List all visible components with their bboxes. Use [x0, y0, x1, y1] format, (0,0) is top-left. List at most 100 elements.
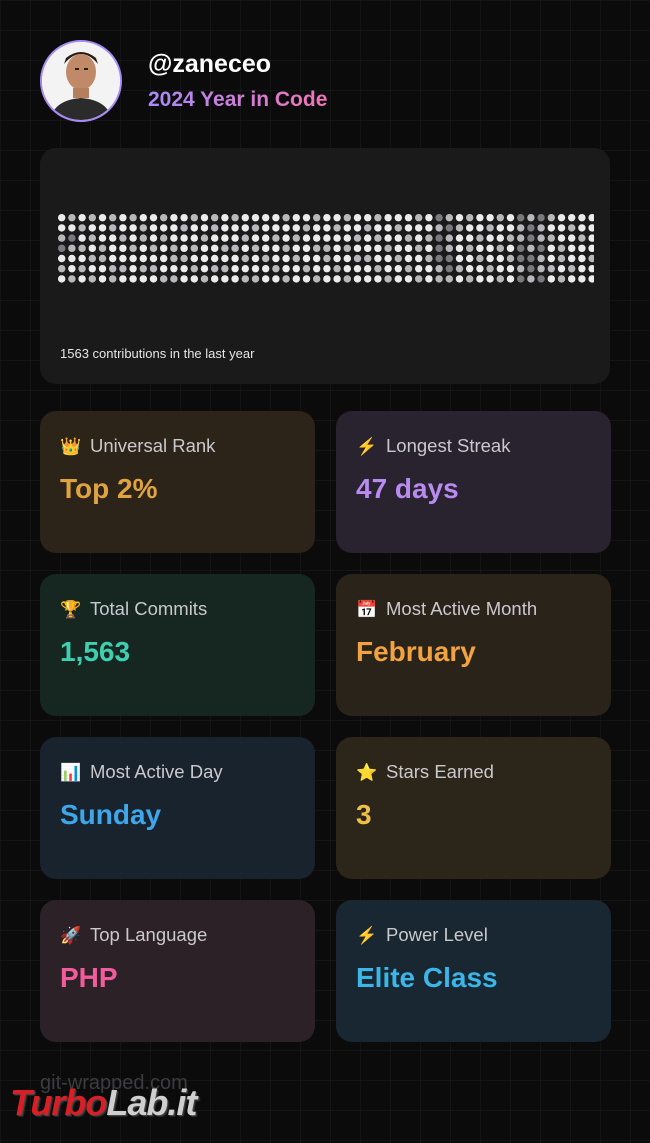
contribution-day: [282, 234, 290, 242]
contribution-day: [517, 224, 525, 232]
contribution-day: [139, 265, 147, 273]
contribution-day: [160, 214, 168, 222]
contribution-day: [119, 275, 127, 283]
contribution-day: [537, 265, 545, 273]
contribution-day: [190, 254, 198, 263]
contribution-day: [333, 224, 341, 232]
contribution-day: [129, 214, 137, 222]
contribution-day: [547, 244, 555, 252]
contribution-day: [211, 265, 219, 273]
contribution-day: [496, 244, 504, 252]
contribution-day: [313, 275, 321, 283]
stat-card-top-language: 🚀 Top Language PHP: [40, 900, 315, 1042]
calendar-icon: 📅: [356, 599, 378, 619]
contribution-day: [476, 214, 484, 222]
contribution-day: [557, 224, 566, 232]
contribution-day: [455, 234, 464, 242]
contribution-day: [98, 265, 107, 273]
contribution-day: [282, 244, 290, 252]
contribution-day: [557, 214, 566, 222]
contribution-day: [445, 224, 453, 232]
contribution-day: [578, 214, 586, 222]
trophy-icon: 🏆: [60, 599, 82, 619]
contribution-day: [394, 254, 402, 263]
contribution-day: [313, 234, 321, 242]
contribution-day: [190, 244, 198, 252]
contribution-day: [476, 275, 484, 283]
contribution-day: [231, 275, 239, 283]
contribution-day: [435, 254, 443, 263]
contribution-day: [527, 214, 535, 222]
contribution-day: [241, 234, 249, 242]
contribution-day: [221, 275, 229, 283]
contribution-day: [200, 224, 209, 232]
contribution-day: [180, 244, 188, 252]
stat-card-most-active-month: 📅 Most Active Month February: [336, 574, 611, 716]
contribution-day: [98, 254, 107, 263]
contribution-day: [282, 214, 290, 222]
contribution-day: [343, 275, 351, 283]
contribution-day: [364, 254, 372, 263]
footer-site-link[interactable]: git-wrapped.com: [40, 1072, 188, 1094]
contribution-day: [578, 234, 586, 242]
contribution-day: [374, 234, 382, 242]
contribution-day: [425, 224, 433, 232]
contribution-day: [262, 234, 270, 242]
contribution-day: [313, 265, 321, 273]
contribution-day: [333, 214, 341, 222]
stat-label: Most Active Month: [386, 598, 538, 619]
contribution-day: [78, 254, 86, 263]
contribution-day: [58, 265, 66, 273]
contribution-day: [486, 254, 494, 263]
contribution-day: [364, 275, 372, 283]
contribution-day: [119, 214, 127, 222]
contribution-day: [129, 265, 137, 273]
contribution-day: [302, 214, 311, 222]
username: @zaneceo: [148, 50, 272, 78]
stat-label: Top Language: [90, 924, 208, 945]
contribution-day: [578, 244, 586, 252]
contribution-day: [109, 224, 117, 232]
contribution-day: [415, 234, 423, 242]
contribution-day: [323, 224, 331, 232]
contribution-day: [588, 265, 594, 273]
contribution-day: [129, 254, 137, 263]
contribution-day: [98, 214, 107, 222]
contribution-day: [374, 244, 382, 252]
contribution-day: [557, 275, 566, 283]
contribution-day: [190, 214, 198, 222]
contribution-day: [282, 254, 290, 263]
contribution-day: [231, 254, 239, 263]
contribution-day: [384, 224, 392, 232]
contribution-day: [578, 275, 586, 283]
contribution-day: [476, 265, 484, 273]
contribution-day: [88, 265, 96, 273]
contribution-day: [180, 224, 188, 232]
contribution-day: [588, 275, 594, 283]
contribution-day: [496, 234, 504, 242]
lightning-icon: ⚡: [356, 436, 378, 456]
stat-label: Stars Earned: [386, 761, 494, 782]
contribution-day: [211, 214, 219, 222]
contribution-day: [88, 234, 96, 242]
contribution-day: [139, 214, 147, 222]
stat-label: Total Commits: [90, 598, 208, 619]
contribution-day: [109, 275, 117, 283]
contribution-day: [160, 254, 168, 263]
contribution-day: [537, 234, 545, 242]
contribution-day: [170, 244, 178, 252]
contribution-day: [98, 234, 107, 242]
contribution-day: [149, 254, 158, 263]
contribution-day: [313, 214, 321, 222]
contribution-day: [527, 234, 535, 242]
contribution-day: [251, 275, 260, 283]
contribution-day: [455, 254, 464, 263]
avatar[interactable]: [40, 40, 122, 122]
contribution-day: [343, 254, 351, 263]
contribution-day: [313, 254, 321, 263]
contribution-day: [527, 265, 535, 273]
contribution-day: [547, 224, 555, 232]
contribution-day: [58, 275, 66, 283]
contribution-day: [435, 224, 443, 232]
contribution-day: [517, 275, 525, 283]
